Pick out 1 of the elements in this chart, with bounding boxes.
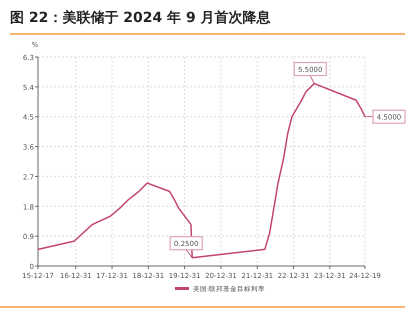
chart-title: 图 22：美联储于 2024 年 9 月首次降息 <box>10 9 272 26</box>
